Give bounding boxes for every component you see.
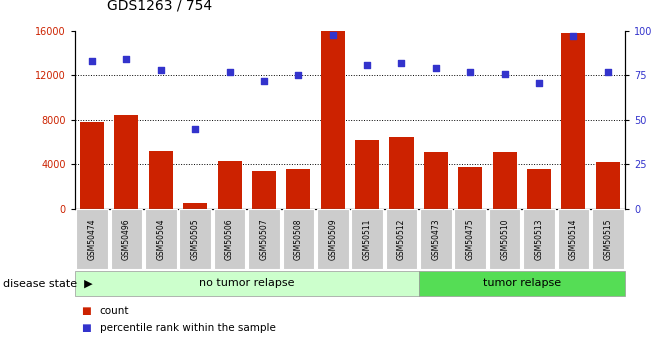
Bar bbox=[424, 152, 448, 209]
Text: GSM50504: GSM50504 bbox=[156, 218, 165, 260]
Text: GSM50505: GSM50505 bbox=[191, 218, 200, 260]
Text: no tumor relapse: no tumor relapse bbox=[199, 278, 294, 288]
Text: GSM50507: GSM50507 bbox=[260, 218, 268, 260]
Text: GDS1263 / 754: GDS1263 / 754 bbox=[107, 0, 212, 12]
Point bbox=[362, 62, 372, 68]
Bar bbox=[217, 161, 242, 209]
Text: GSM50506: GSM50506 bbox=[225, 218, 234, 260]
Point bbox=[568, 33, 579, 39]
Text: GSM50508: GSM50508 bbox=[294, 218, 303, 260]
Bar bbox=[252, 171, 276, 209]
Text: GSM50511: GSM50511 bbox=[363, 218, 372, 259]
Point bbox=[465, 69, 475, 75]
Text: GSM50475: GSM50475 bbox=[465, 218, 475, 260]
Bar bbox=[321, 31, 345, 209]
Point bbox=[534, 80, 544, 85]
Point bbox=[327, 32, 338, 37]
Bar bbox=[149, 151, 173, 209]
Bar bbox=[115, 116, 139, 209]
Point bbox=[225, 69, 235, 75]
Text: tumor relapse: tumor relapse bbox=[483, 278, 561, 288]
Bar bbox=[389, 137, 413, 209]
Point bbox=[293, 73, 303, 78]
Text: GSM50474: GSM50474 bbox=[87, 218, 96, 260]
Point bbox=[499, 71, 510, 77]
Point bbox=[190, 126, 201, 131]
Point bbox=[258, 78, 269, 83]
Text: GSM50509: GSM50509 bbox=[328, 218, 337, 260]
Text: percentile rank within the sample: percentile rank within the sample bbox=[100, 324, 275, 333]
Bar bbox=[286, 169, 311, 209]
Point bbox=[121, 57, 132, 62]
Bar bbox=[561, 33, 585, 209]
Bar bbox=[80, 122, 104, 209]
Text: GSM50512: GSM50512 bbox=[397, 218, 406, 259]
Point bbox=[603, 69, 613, 75]
Bar bbox=[527, 169, 551, 209]
Bar bbox=[458, 167, 482, 209]
Text: disease state  ▶: disease state ▶ bbox=[3, 278, 93, 288]
Text: GSM50496: GSM50496 bbox=[122, 218, 131, 260]
Point bbox=[431, 66, 441, 71]
Text: ■: ■ bbox=[81, 306, 91, 316]
Bar bbox=[183, 203, 207, 209]
Bar bbox=[355, 140, 379, 209]
Point bbox=[156, 67, 166, 73]
Point bbox=[87, 59, 97, 64]
Bar bbox=[596, 162, 620, 209]
Point bbox=[396, 60, 407, 66]
Bar bbox=[493, 152, 517, 209]
Text: GSM50514: GSM50514 bbox=[569, 218, 578, 260]
Text: GSM50515: GSM50515 bbox=[603, 218, 613, 260]
Text: GSM50513: GSM50513 bbox=[534, 218, 544, 260]
Text: GSM50510: GSM50510 bbox=[500, 218, 509, 260]
Text: count: count bbox=[100, 306, 129, 316]
Text: ■: ■ bbox=[81, 324, 91, 333]
Text: GSM50473: GSM50473 bbox=[432, 218, 440, 260]
